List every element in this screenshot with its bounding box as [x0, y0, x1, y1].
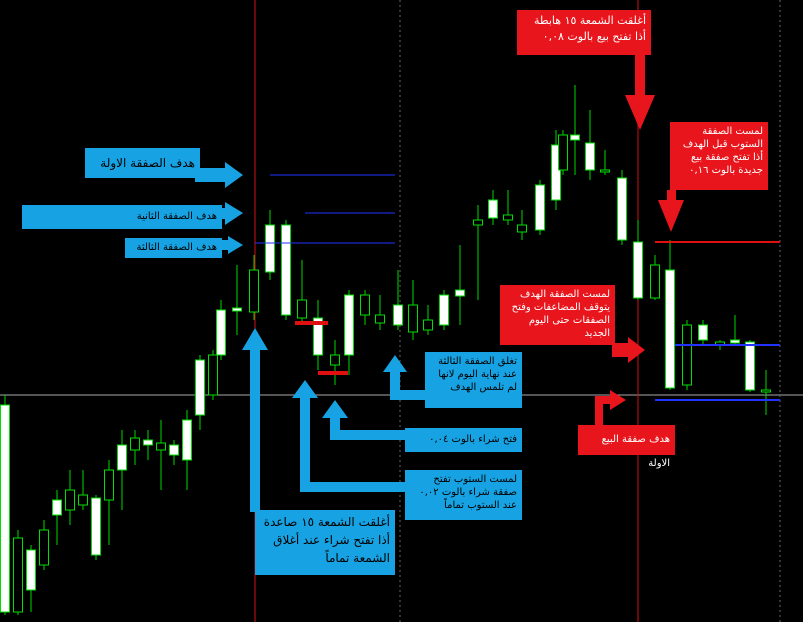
arrows — [195, 55, 684, 512]
note: أغلقت الشمعة ١٥ هابطة أذا تفتح بيع بالوت… — [517, 10, 651, 55]
note: أغلقت الشمعة ١٥ صاعدة أذا تفتح شراء عند … — [255, 510, 395, 575]
note: هدف الصفقة الثانية — [22, 205, 222, 229]
note: لمست الصفقة الستوب قبل الهدف أذا تفتح صف… — [670, 122, 768, 190]
note: هدف صفقة البيع الاولة — [578, 425, 675, 469]
note: هدف الصفقة الاولة — [85, 148, 200, 178]
note: تغلق الصفقة الثالثة عند نهاية اليوم لانه… — [425, 352, 522, 408]
candles — [0, 85, 771, 615]
note: لمست الصفقة الهدف يتوقف المضاعفات وفتح ا… — [500, 285, 615, 345]
note: هدف الصفقة الثالثة — [125, 238, 222, 258]
note: فتح شراء بالوت ٠,٠٤ — [405, 428, 522, 452]
note: لمست الستوب تفتح صفقة شراء بالوت ٠,٠٢ عن… — [405, 470, 522, 520]
levels — [255, 174, 780, 401]
